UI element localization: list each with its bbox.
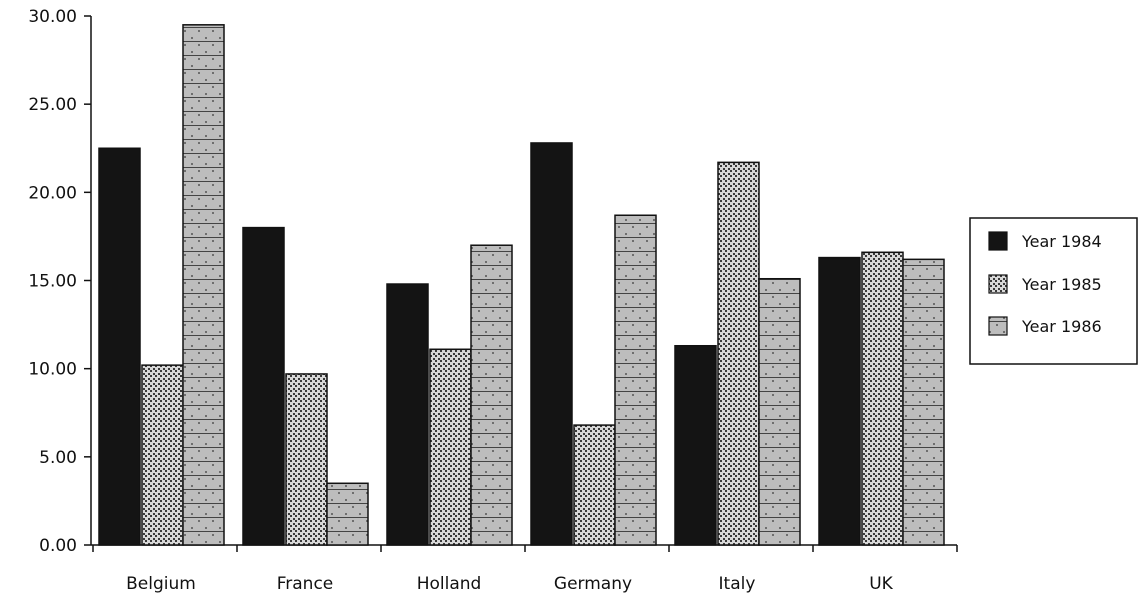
bar (674, 344, 717, 546)
bar (182, 24, 225, 546)
bar (470, 244, 513, 546)
bar (141, 364, 184, 546)
bar (818, 256, 861, 546)
bar (717, 161, 760, 546)
bar (242, 226, 285, 546)
category-label: France (277, 574, 334, 594)
bar (758, 277, 801, 546)
y-tick-label: 10.00 (28, 360, 77, 380)
bars (98, 24, 945, 546)
bar (285, 373, 328, 546)
legend-label: Year 1986 (1021, 317, 1102, 336)
y-tick-label: 30.00 (28, 7, 77, 27)
y-tick-label: 20.00 (28, 183, 77, 203)
legend-label: Year 1985 (1021, 275, 1102, 294)
category-label: UK (869, 574, 893, 594)
legend-swatch (988, 274, 1008, 294)
bar (902, 258, 945, 546)
category-label: Holland (417, 574, 482, 594)
category-label: Belgium (126, 574, 196, 594)
legend-swatch (988, 231, 1008, 251)
y-tick-label: 0.00 (39, 536, 77, 556)
x-categories: Belgium France Holland Germany Italy UK (126, 574, 893, 594)
bar (386, 283, 429, 546)
bar (429, 348, 472, 546)
y-ticks: 0.00 5.00 10.00 15.00 20.00 25.00 30.00 (28, 7, 91, 556)
legend: Year 1984 Year 1985 Year 1986 (969, 217, 1138, 365)
bar (614, 214, 657, 546)
bar (98, 147, 141, 546)
legend-swatch (988, 316, 1008, 336)
bar (326, 482, 369, 546)
category-label: Italy (719, 574, 756, 594)
y-tick-label: 25.00 (28, 95, 77, 115)
category-label: Germany (554, 574, 632, 594)
y-tick-label: 5.00 (39, 448, 77, 468)
bar (530, 142, 573, 546)
legend-label: Year 1984 (1021, 232, 1102, 251)
bar (861, 251, 904, 546)
bar (573, 424, 616, 546)
y-tick-label: 15.00 (28, 272, 77, 292)
